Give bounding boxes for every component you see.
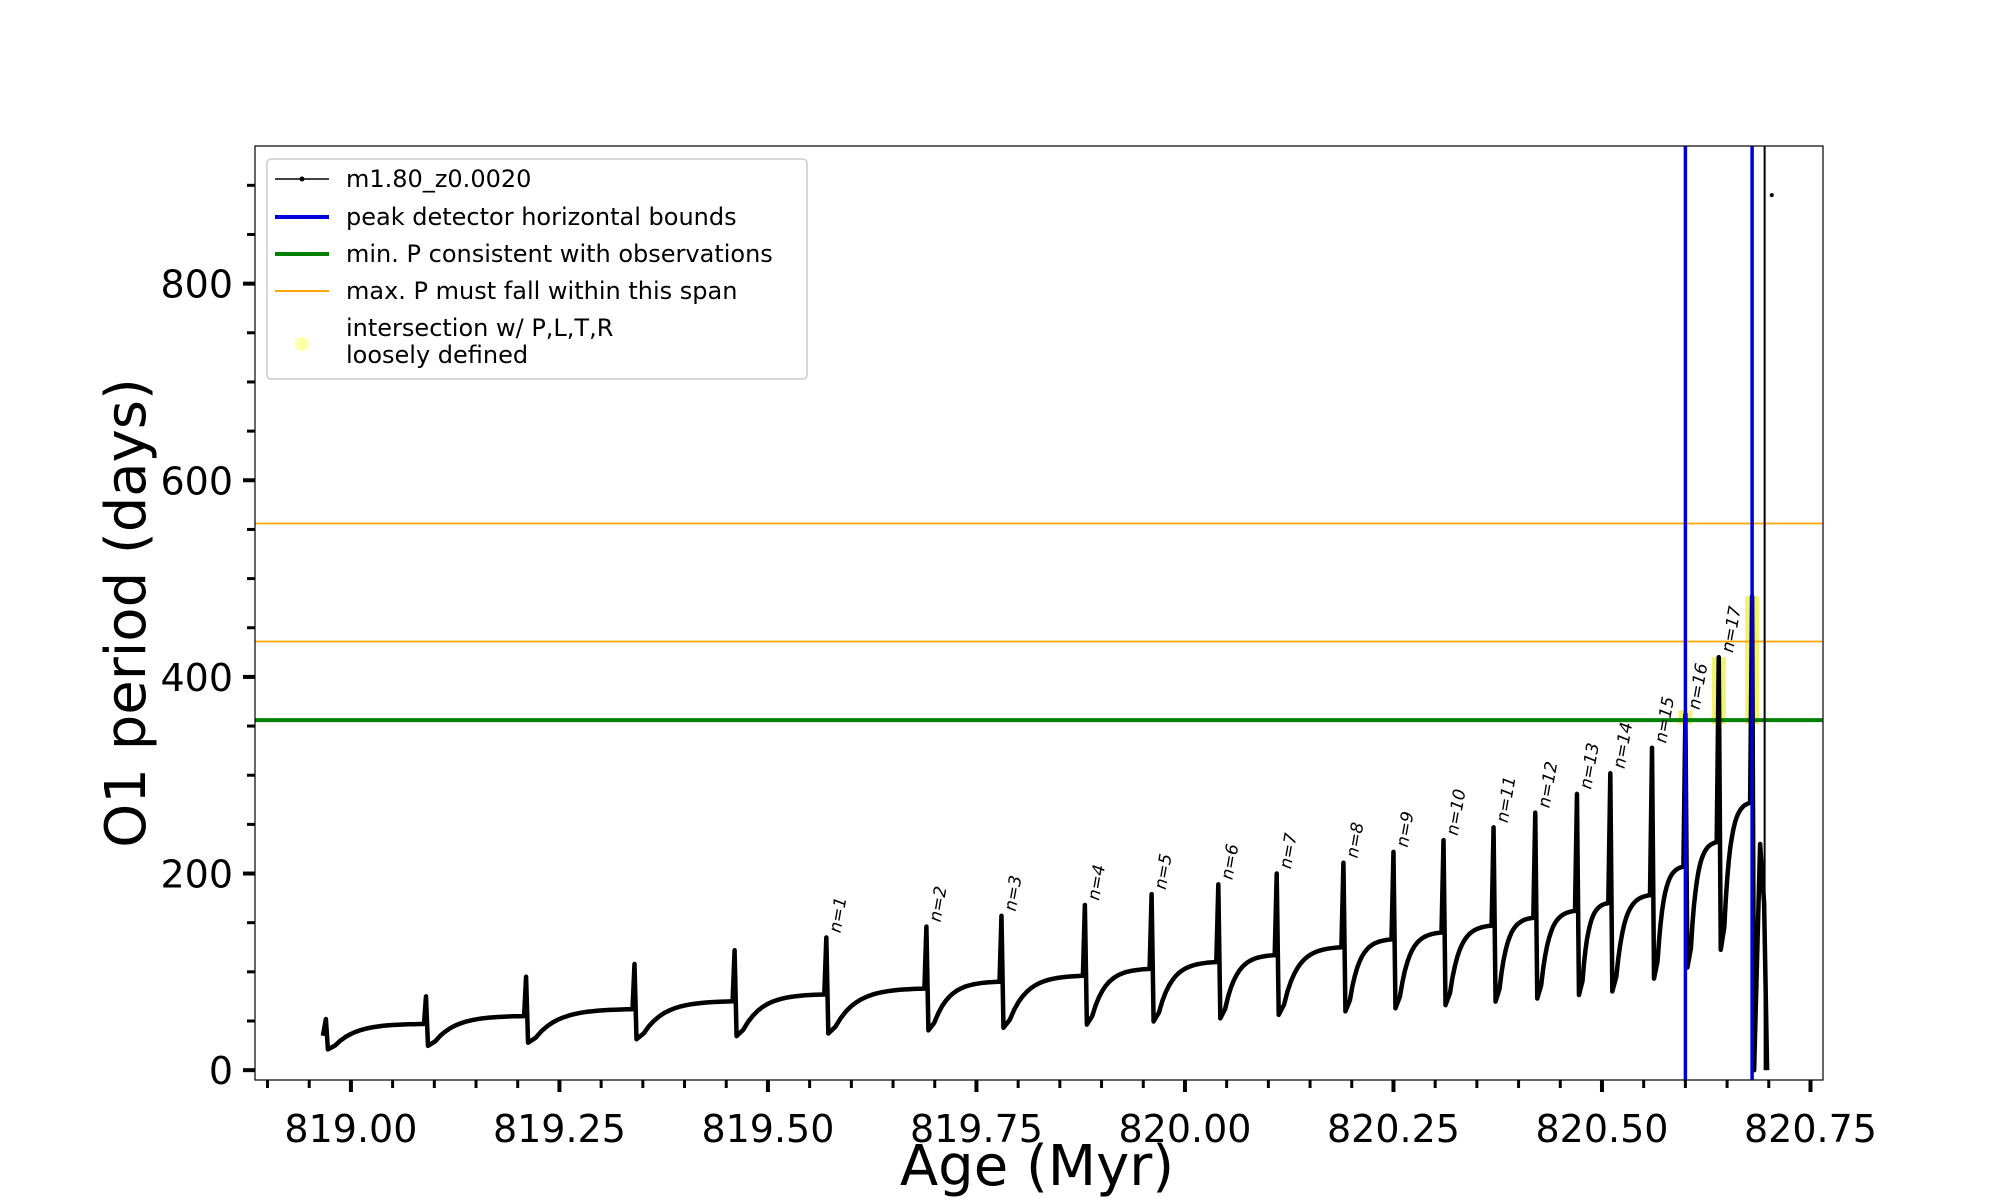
- x-tick-label: 819.50: [701, 1107, 834, 1151]
- legend-label: loosely defined: [346, 341, 528, 369]
- series-layer: [320, 193, 1774, 1073]
- pulse-label: n=1: [826, 896, 852, 935]
- pulse-label: n=12: [1534, 760, 1562, 809]
- x-axis-label: Age (Myr): [900, 1134, 1174, 1199]
- vertical-lines-layer: [1683, 146, 1766, 1080]
- x-tick-label: 820.75: [1744, 1107, 1877, 1151]
- pulse-label: n=5: [1151, 852, 1177, 891]
- pulse-label: n=10: [1443, 788, 1471, 837]
- legend-label: min. P consistent with observations: [346, 240, 773, 268]
- x-tick-label: 820.25: [1327, 1107, 1460, 1151]
- x-tick-label: 819.25: [493, 1107, 626, 1151]
- legend-label: intersection w/ P,L,T,R: [346, 314, 613, 342]
- y-tick-label: 800: [160, 263, 233, 307]
- pulse-label: n=16: [1685, 662, 1713, 712]
- y-tick-label: 400: [160, 656, 233, 700]
- pulse-label: n=6: [1218, 842, 1244, 881]
- pulse-label: n=3: [1001, 874, 1027, 913]
- pulse-label: n=11: [1493, 775, 1521, 824]
- y-tick-label: 600: [160, 459, 233, 503]
- pulse-label: n=14: [1610, 721, 1638, 770]
- y-axis-label: O1 period (days): [94, 378, 159, 848]
- x-tick-label: 819.00: [284, 1107, 417, 1151]
- pulse-label: n=2: [926, 885, 952, 924]
- plot-frame: [254, 145, 1824, 1081]
- axes-layer: 0 200 400 600 800 819.00 819.25 819.50 819.75 820…: [160, 183, 1877, 1151]
- series-line-m1.80_z0.0020: [320, 594, 1770, 1073]
- x-tick-label: 820.00: [1118, 1107, 1251, 1151]
- legend-swatch-marker: [299, 176, 305, 182]
- pulse-label: n=7: [1276, 831, 1302, 870]
- x-tick-label: 820.50: [1535, 1107, 1668, 1151]
- legend-label: max. P must fall within this span: [346, 277, 737, 305]
- pulse-label: n=17: [1718, 605, 1746, 655]
- series-outlier-point: [1769, 193, 1774, 198]
- horizontal-lines-layer: [255, 522, 1823, 723]
- legend-box: [266, 158, 808, 380]
- legend-label: peak detector horizontal bounds: [346, 203, 737, 231]
- x-tick-label: 819.75: [910, 1107, 1043, 1151]
- pulse-label: n=4: [1084, 863, 1110, 902]
- pulse-label: n=13: [1576, 741, 1604, 790]
- pulse-label: n=8: [1343, 821, 1369, 860]
- legend-label: m1.80_z0.0020: [346, 165, 531, 193]
- y-tick-label: 0: [209, 1049, 233, 1093]
- pulse-label: n=9: [1393, 810, 1419, 849]
- pulse-label: n=15: [1651, 695, 1679, 744]
- y-tick-label: 200: [160, 853, 233, 897]
- legend-swatch-intersection: [295, 337, 309, 351]
